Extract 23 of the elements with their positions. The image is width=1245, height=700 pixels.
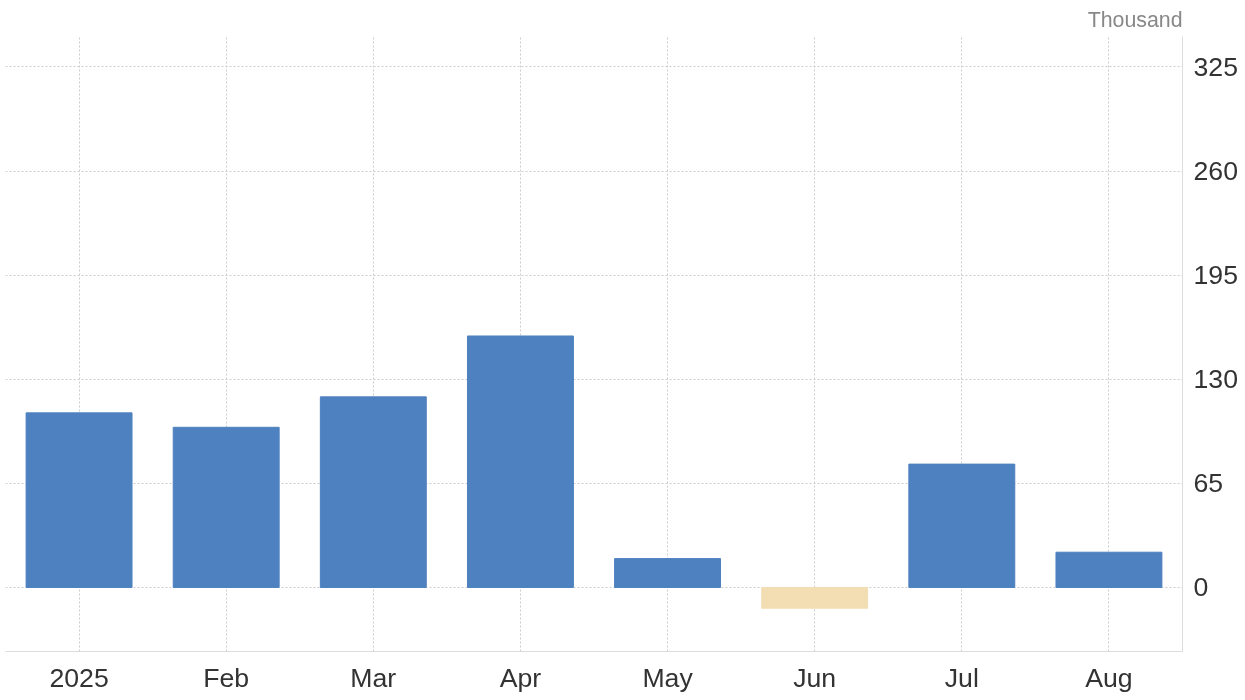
bar	[908, 463, 1016, 588]
bar	[761, 586, 869, 609]
bar	[25, 412, 133, 588]
y-tick-label: 195	[1193, 260, 1238, 291]
x-tick-label: Apr	[499, 662, 542, 693]
bar	[172, 426, 280, 588]
y-tick-label: 260	[1193, 156, 1238, 187]
y-axis-title: Thousand	[1087, 7, 1183, 32]
x-tick-label: 2025	[49, 662, 109, 693]
y-tick-label: 130	[1193, 364, 1238, 395]
y-tick-label: 65	[1193, 468, 1224, 499]
bar	[614, 558, 722, 588]
y-tick-label: 0	[1193, 572, 1209, 603]
x-tick-label: Jul	[944, 662, 979, 693]
y-tick-label: 325	[1193, 51, 1238, 82]
bar	[319, 396, 427, 588]
x-tick-label: Aug	[1085, 662, 1133, 693]
bar	[1055, 551, 1163, 588]
bar	[466, 335, 574, 588]
x-tick-label: May	[642, 662, 694, 693]
x-tick-label: Feb	[203, 662, 250, 693]
x-tick-label: Jun	[793, 662, 837, 693]
x-tick-label: Mar	[350, 662, 397, 693]
